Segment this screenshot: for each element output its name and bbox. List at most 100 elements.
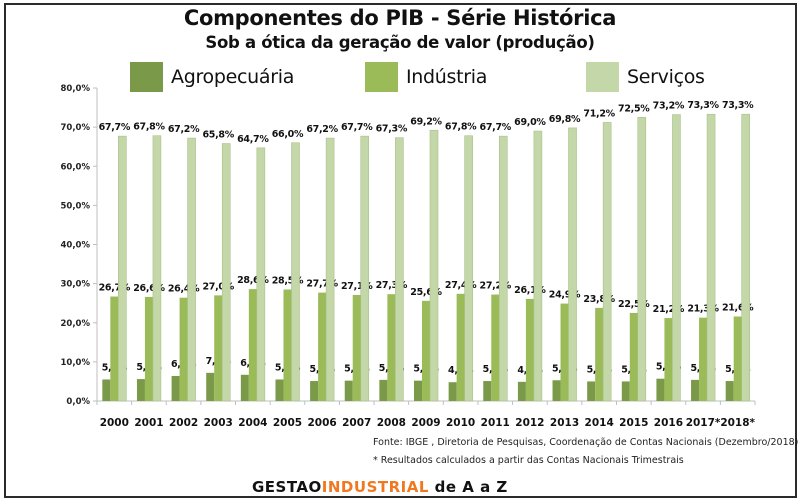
data-label: 27,0%: [202, 281, 234, 292]
bar-agropecuaria: [552, 380, 561, 401]
legend-swatch-agropecuaria: [130, 62, 163, 92]
x-tick-label: 2002: [169, 417, 198, 429]
bar-servicos: [395, 137, 404, 402]
x-tick-label: 2010: [446, 417, 475, 429]
bar-industria: [733, 316, 742, 401]
bar-servicos: [602, 122, 612, 402]
bar-agropecuaria: [310, 381, 319, 401]
data-label: 69,2%: [410, 116, 442, 127]
y-tick-label: 70,0%: [61, 123, 91, 133]
data-label: 69,0%: [514, 117, 546, 128]
bar-industria: [110, 296, 119, 401]
source-note: Fonte: IBGE , Diretoria de Pesquisas, Co…: [373, 437, 799, 448]
data-label: 67,3%: [376, 124, 408, 135]
bar-agropecuaria: [240, 374, 249, 401]
legend-label-industria: Indústria: [406, 66, 488, 88]
legend-item-industria: Indústria: [365, 60, 487, 94]
bar-agropecuaria: [344, 380, 353, 401]
bar-servicos: [672, 114, 681, 402]
data-label: 22,5%: [618, 299, 650, 310]
data-label: 26,7%: [99, 283, 131, 294]
y-tick-label: 30,0%: [61, 280, 91, 290]
bar-industria: [179, 297, 188, 401]
bar-servicos: [291, 142, 300, 402]
bar-industria: [664, 318, 673, 401]
data-label: 21,6%: [722, 302, 754, 313]
bar-servicos: [360, 135, 370, 402]
bar-industria: [560, 303, 569, 401]
data-label: 71,2%: [583, 108, 615, 119]
bar-industria: [318, 292, 327, 401]
legend-swatch-servicos: [586, 62, 619, 92]
data-label: 73,2%: [653, 101, 685, 112]
y-tick-label: 80,0%: [61, 84, 91, 94]
legend-swatch-industria: [365, 62, 398, 92]
bar-servicos: [533, 130, 543, 402]
legend-item-agropecuaria: Agropecuária: [130, 60, 294, 94]
chart-subtitle: Sob a ótica da geração de valor (produçã…: [205, 33, 595, 52]
data-label: 28,5%: [272, 275, 304, 286]
bar-industria: [699, 317, 708, 401]
data-label: 26,4%: [168, 284, 200, 295]
data-label: 24,9%: [549, 290, 581, 301]
x-tick-label: 2017*: [686, 417, 721, 429]
bar-agropecuaria: [102, 379, 111, 401]
data-label: 23,8%: [583, 294, 615, 305]
x-tick-label: 2009: [411, 417, 440, 429]
data-label: 26,1%: [514, 285, 546, 296]
bar-agropecuaria: [587, 381, 596, 401]
bar-agropecuaria: [725, 381, 734, 401]
x-tick-label: 2003: [204, 417, 233, 429]
bar-industria: [491, 294, 500, 401]
legend-label-agropecuaria: Agropecuária: [171, 66, 295, 88]
data-label: 72,5%: [618, 103, 650, 114]
bar-industria: [629, 312, 638, 401]
bar-agropecuaria: [483, 381, 492, 401]
bar-industria: [144, 296, 153, 401]
x-tick-label: 2011: [481, 417, 510, 429]
data-label: 73,3%: [722, 100, 754, 111]
bar-industria: [387, 294, 396, 401]
x-tick-label: 2016: [654, 417, 683, 429]
data-label: 27,1%: [341, 281, 373, 292]
bar-servicos: [498, 135, 508, 402]
bar-agropecuaria: [656, 378, 665, 401]
bar-agropecuaria: [517, 381, 526, 401]
data-label: 66,0%: [272, 129, 304, 140]
brand-text-gestao: GESTAO: [252, 478, 322, 496]
x-tick-label: 2018*: [720, 417, 755, 429]
brand-text-industrial: INDUSTRIAL: [321, 478, 429, 496]
x-tick-label: 2008: [377, 417, 406, 429]
data-label: 27,4%: [445, 280, 477, 291]
bar-industria: [595, 307, 604, 401]
bar-industria: [248, 289, 257, 401]
bar-agropecuaria: [691, 379, 700, 401]
bar-servicos: [706, 113, 716, 402]
x-tick-label: 2013: [550, 417, 579, 429]
data-label: 67,8%: [445, 122, 477, 133]
x-tick-label: 2014: [585, 417, 614, 429]
x-tick-label: 2005: [273, 417, 302, 429]
legend-label-servicos: Serviços: [627, 66, 705, 88]
data-label: 27,7%: [306, 279, 338, 290]
bar-agropecuaria: [448, 382, 457, 401]
bar-industria: [352, 294, 361, 401]
y-tick-label: 0,0%: [66, 397, 90, 407]
data-label: 21,2%: [653, 304, 685, 315]
bar-servicos: [118, 135, 127, 402]
data-label: 67,2%: [306, 124, 338, 135]
bar-agropecuaria: [621, 381, 630, 401]
data-label: 65,8%: [202, 130, 234, 141]
bar-industria: [456, 293, 465, 401]
data-label: 67,2%: [168, 124, 200, 135]
bar-agropecuaria: [379, 379, 388, 401]
y-tick-label: 10,0%: [61, 358, 91, 368]
bar-agropecuaria: [136, 379, 145, 401]
data-label: 26,6%: [133, 283, 165, 294]
data-label: 21,3%: [687, 304, 719, 315]
data-label: 73,3%: [687, 100, 719, 111]
x-tick-label: 2006: [307, 417, 336, 429]
brand-logo: GESTAOINDUSTRIAL de A a Z: [252, 478, 508, 496]
data-label: 67,8%: [133, 122, 165, 133]
